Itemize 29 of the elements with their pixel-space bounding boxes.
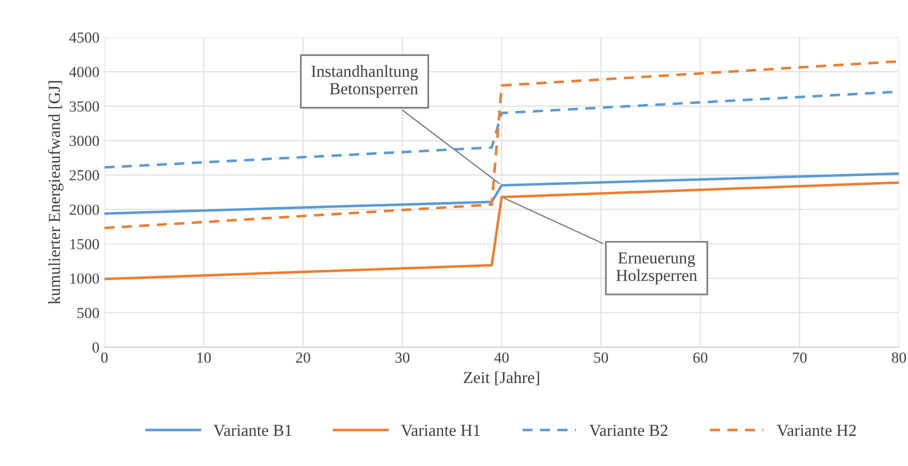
x-tick-label: 50 <box>594 352 608 363</box>
y-tick-label: 1500 <box>70 239 99 250</box>
y-tick-label: 0 <box>92 342 99 353</box>
y-tick-label: 1000 <box>70 273 99 284</box>
y-tick-label: 500 <box>78 308 99 318</box>
y-tick-label: 2500 <box>70 170 99 180</box>
legend-label: Variante B2 <box>589 424 668 436</box>
y-tick-label: 3000 <box>70 136 99 146</box>
y-tick-label: 4000 <box>69 66 99 78</box>
line-series <box>104 60 899 230</box>
y-tick-label: 3500 <box>70 101 99 112</box>
x-tick-label: 10 <box>197 352 211 363</box>
x-tick-label: 40 <box>494 352 509 363</box>
legend-label: Variante H1 <box>400 424 480 436</box>
x-tick-label: 0 <box>101 352 108 363</box>
x-tick-label: 80 <box>892 352 906 363</box>
x-tick-label: 20 <box>296 352 310 363</box>
y-axis-title: kumulierter Energieaufwand [GJ] <box>48 81 64 304</box>
annotation: Erneuerung Holzsperren <box>616 252 698 284</box>
legend-label: Variante B1 <box>213 424 292 436</box>
x-tick-label: 70 <box>792 352 807 363</box>
x-tick-label: 60 <box>693 352 708 363</box>
annotation: Instandhanltung Betonsperren <box>311 65 418 98</box>
legend-label: Variante H2 <box>776 424 856 436</box>
y-tick-label: 4500 <box>69 32 99 43</box>
x-tick-label: 30 <box>395 352 410 363</box>
x-axis-title: Zeit [Jahre] <box>464 371 540 386</box>
line-series <box>104 172 899 215</box>
y-tick-label: 2000 <box>70 204 99 215</box>
